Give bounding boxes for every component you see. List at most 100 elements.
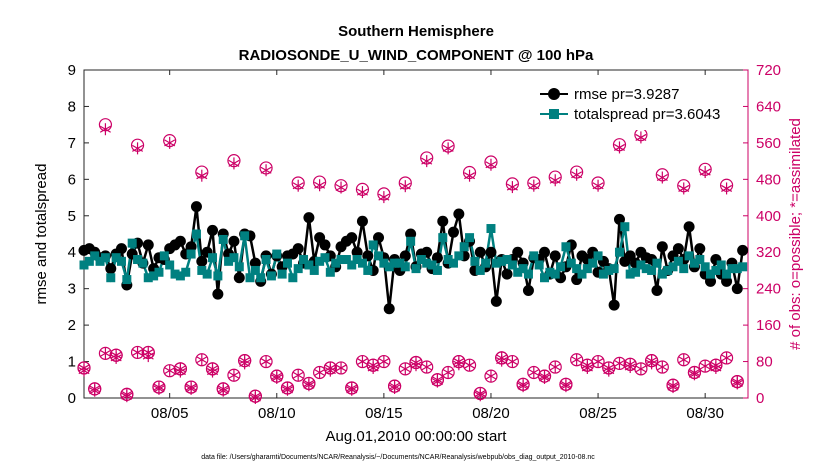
rmse-point [399, 250, 411, 262]
totalspread-point [700, 262, 710, 272]
totalspread-point [95, 256, 105, 266]
totalspread-point [609, 264, 619, 274]
obs-assimilated-marker [731, 375, 743, 388]
rmse-point [539, 246, 551, 258]
obs-assimilated-marker [442, 142, 454, 155]
totalspread-point [641, 264, 651, 274]
rmse-point [453, 208, 465, 220]
obs-assimilated-marker [581, 359, 593, 372]
totalspread-point [197, 265, 207, 275]
obs-assimilated-marker [603, 361, 615, 374]
obs-assimilated-marker [485, 370, 497, 383]
totalspread-point [379, 258, 389, 268]
totalspread-point [566, 258, 576, 268]
totalspread-point [143, 273, 153, 283]
obs-assimilated-marker [453, 355, 465, 368]
rmse-point [721, 275, 733, 287]
left-tick-label: 5 [68, 208, 76, 225]
obs-assimilated-marker [228, 369, 240, 382]
obs-count-layer [77, 118, 744, 404]
obs-assimilated-marker [656, 171, 668, 184]
left-tick-label: 4 [68, 244, 76, 261]
totalspread-point [368, 240, 378, 250]
totalspread-point [122, 275, 132, 285]
rmse-point [705, 275, 717, 287]
obs-assimilated-marker [356, 355, 368, 368]
totalspread-point [347, 260, 357, 270]
obs-assimilated-marker [260, 164, 272, 177]
totalspread-point [657, 269, 667, 279]
rmse-point [142, 239, 154, 251]
obs-assimilated-marker [260, 355, 272, 368]
rmse-point [608, 299, 620, 311]
totalspread-point [186, 249, 196, 259]
totalspread-point [234, 262, 244, 272]
totalspread-point [475, 265, 485, 275]
rmse-point [474, 246, 486, 258]
obs-assimilated-marker [346, 381, 358, 394]
obs-assimilated-marker [678, 182, 690, 195]
rmse-point [549, 250, 561, 262]
totalspread-point [636, 260, 646, 270]
totalspread-point [133, 255, 143, 265]
totalspread-point [459, 242, 469, 252]
totalspread-point [486, 224, 496, 234]
obs-assimilated-marker [110, 349, 122, 362]
rmse-point [356, 215, 368, 227]
totalspread-point [218, 234, 228, 244]
obs-assimilated-marker [635, 131, 647, 144]
totalspread-point [577, 269, 587, 279]
totalspread-point [208, 253, 218, 263]
obs-assimilated-marker [378, 191, 390, 204]
obs-assimilated-marker [132, 346, 144, 359]
totalspread-point [229, 253, 239, 263]
x-tick-label: 08/20 [472, 405, 510, 422]
obs-assimilated-marker [646, 354, 658, 367]
rmse-point [212, 288, 224, 300]
rmse-point [196, 255, 208, 267]
rmse-point [656, 241, 668, 253]
rmse-point [421, 246, 433, 258]
totalspread-point [325, 267, 335, 277]
obs-assimilated-marker [335, 181, 347, 194]
rmse-point [233, 272, 245, 284]
totalspread-point [513, 267, 523, 277]
totalspread-point [598, 269, 608, 279]
obs-assimilated-marker [528, 179, 540, 192]
totalspread-point [191, 229, 201, 239]
totalspread-point [529, 251, 539, 261]
totalspread-point [465, 233, 475, 243]
x-axis: 08/05 08/10 08/15 08/20 08/25 08/30 [151, 70, 724, 422]
totalspread-point [170, 269, 180, 279]
totalspread-point [443, 255, 453, 265]
obs-assimilated-marker [528, 366, 540, 379]
rmse-point [351, 246, 363, 258]
obs-assimilated-marker [613, 141, 626, 154]
obs-assimilated-marker [196, 169, 208, 182]
totalspread-point [523, 269, 533, 279]
totalspread-point [663, 265, 673, 275]
obs-assimilated-marker [164, 364, 176, 377]
x-tick-label: 08/25 [579, 405, 617, 422]
totalspread-point [689, 258, 699, 268]
totalspread-point [79, 260, 89, 270]
obs-assimilated-marker [549, 174, 561, 187]
totalspread-point [250, 265, 260, 275]
totalspread-point [341, 255, 351, 265]
rmse-point [683, 221, 695, 233]
legend: rmse pr=3.9287 totalspread pr=3.6043 [532, 78, 742, 130]
totalspread-point [647, 265, 657, 275]
obs-assimilated-marker [442, 366, 454, 379]
x-tick-label: 08/05 [151, 405, 189, 422]
rmse-point [207, 224, 219, 236]
totalspread-point [282, 258, 292, 268]
rmse-point [319, 239, 331, 251]
obs-assimilated-marker [613, 357, 626, 370]
rmse-point [185, 241, 197, 253]
totalspread-point [159, 251, 169, 261]
obs-assimilated-marker [324, 361, 336, 374]
obs-assimilated-marker [549, 361, 561, 374]
rmse-point [431, 252, 443, 264]
totalspread-point [288, 273, 298, 283]
totalspread-point [266, 271, 276, 281]
